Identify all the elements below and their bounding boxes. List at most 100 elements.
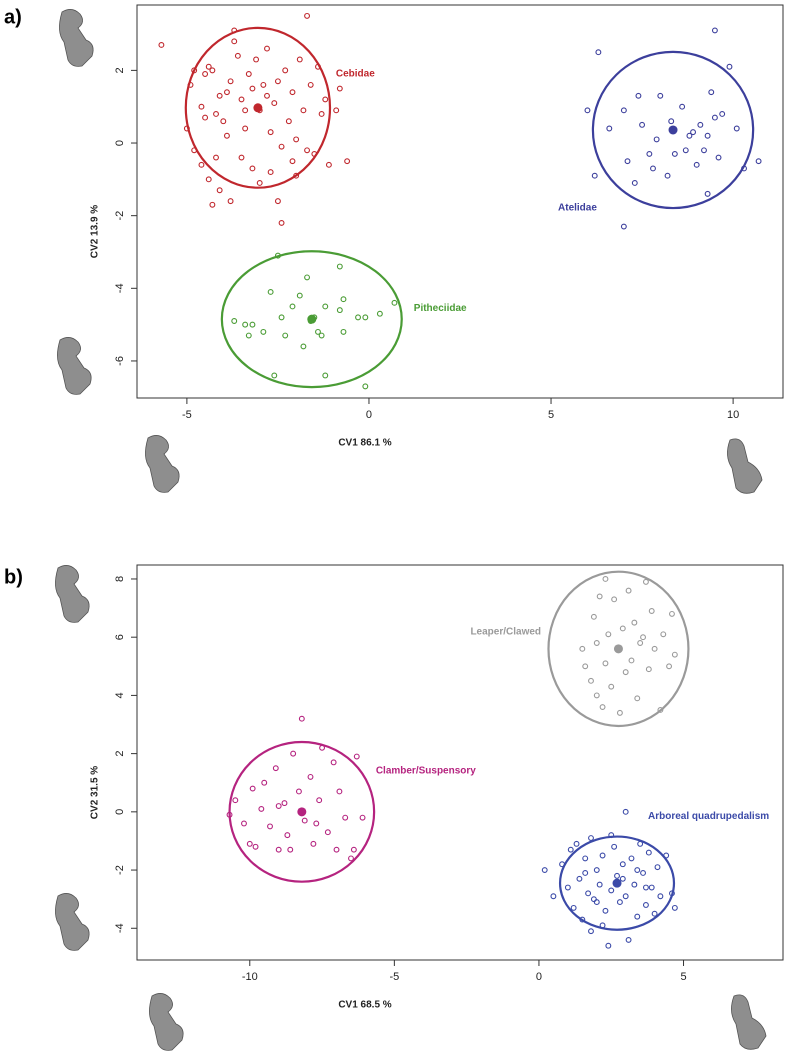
point bbox=[620, 107, 627, 114]
point bbox=[295, 788, 302, 795]
point bbox=[635, 92, 642, 99]
panel: a) -5 0 5 10 -6 -4 -2 0 2 CV1 86.1 % CV2 13.9 % Cebi… bbox=[4, 4, 784, 449]
point bbox=[593, 640, 600, 646]
point bbox=[322, 372, 329, 379]
point bbox=[657, 893, 664, 900]
group-label: Clamber/Suspensory bbox=[376, 765, 476, 776]
point bbox=[336, 263, 343, 270]
point bbox=[640, 634, 646, 641]
point bbox=[205, 63, 212, 70]
point bbox=[274, 198, 281, 205]
panel: b) -10 -5 0 5 -4 -2 0 2 4 6 8 CV1 68.5 % CV2 31.5 % Le… bbox=[4, 564, 784, 1011]
point bbox=[213, 154, 219, 161]
point bbox=[599, 852, 606, 859]
point bbox=[330, 759, 337, 766]
point bbox=[628, 657, 635, 664]
point bbox=[570, 904, 577, 911]
point bbox=[275, 846, 282, 853]
bone-icon bbox=[55, 893, 90, 951]
point bbox=[628, 855, 635, 862]
point bbox=[256, 180, 263, 186]
point bbox=[249, 321, 256, 328]
point bbox=[245, 332, 252, 339]
confidence-ellipse bbox=[220, 250, 403, 389]
point bbox=[579, 916, 586, 923]
point bbox=[704, 190, 711, 197]
point bbox=[701, 147, 707, 154]
point bbox=[340, 296, 347, 303]
point bbox=[282, 67, 289, 74]
point bbox=[669, 890, 675, 897]
point bbox=[300, 343, 307, 350]
panel-label: a) bbox=[4, 6, 22, 28]
point bbox=[579, 645, 586, 652]
point bbox=[304, 147, 311, 154]
point bbox=[278, 143, 285, 150]
point bbox=[582, 870, 589, 876]
point bbox=[605, 631, 612, 638]
point bbox=[648, 608, 655, 614]
point bbox=[588, 677, 594, 684]
point bbox=[220, 118, 227, 125]
point bbox=[238, 96, 245, 103]
point bbox=[654, 864, 661, 871]
point bbox=[634, 867, 641, 874]
point bbox=[285, 118, 292, 125]
point bbox=[296, 292, 303, 299]
point bbox=[223, 132, 230, 139]
point bbox=[158, 42, 165, 48]
point bbox=[619, 875, 626, 882]
y-tick-label: -6 bbox=[114, 356, 126, 366]
y-tick-label: -2 bbox=[114, 865, 126, 875]
point bbox=[213, 111, 219, 117]
bone-icon bbox=[731, 994, 767, 1050]
y-tick-label: 6 bbox=[114, 634, 126, 640]
point bbox=[741, 165, 747, 172]
point bbox=[602, 576, 609, 582]
point bbox=[715, 154, 722, 161]
point bbox=[584, 107, 591, 114]
point bbox=[755, 158, 762, 165]
point bbox=[619, 861, 626, 868]
point bbox=[608, 683, 615, 690]
point bbox=[241, 820, 247, 827]
point bbox=[631, 881, 638, 888]
bone-icon bbox=[149, 993, 184, 1051]
point bbox=[679, 103, 686, 110]
point bbox=[300, 107, 307, 114]
group-label: Cebidae bbox=[336, 68, 375, 79]
point bbox=[359, 814, 366, 821]
point bbox=[622, 808, 629, 815]
point bbox=[278, 219, 285, 226]
y-tick-label: 0 bbox=[114, 809, 126, 815]
point bbox=[246, 840, 253, 847]
point bbox=[242, 107, 249, 114]
point bbox=[261, 779, 268, 786]
point bbox=[315, 328, 321, 335]
point bbox=[582, 663, 589, 670]
point bbox=[559, 861, 566, 868]
point bbox=[187, 81, 194, 88]
point bbox=[634, 913, 641, 920]
point bbox=[310, 840, 317, 847]
point bbox=[304, 274, 311, 281]
y-tick-label: -4 bbox=[114, 283, 126, 293]
point bbox=[318, 332, 325, 339]
x-tick-label: 0 bbox=[366, 409, 372, 421]
point bbox=[260, 328, 267, 335]
point bbox=[322, 303, 329, 310]
point bbox=[595, 49, 602, 56]
point bbox=[274, 78, 281, 85]
point bbox=[226, 811, 233, 818]
point bbox=[362, 383, 369, 390]
point bbox=[704, 132, 711, 139]
centroid bbox=[297, 807, 307, 817]
point bbox=[567, 846, 574, 853]
point bbox=[657, 92, 664, 99]
point bbox=[573, 840, 580, 847]
x-axis-label: CV1 68.5 % bbox=[338, 1000, 391, 1011]
point bbox=[645, 849, 652, 856]
point bbox=[202, 114, 209, 121]
centroid bbox=[668, 125, 678, 135]
point bbox=[631, 619, 638, 626]
